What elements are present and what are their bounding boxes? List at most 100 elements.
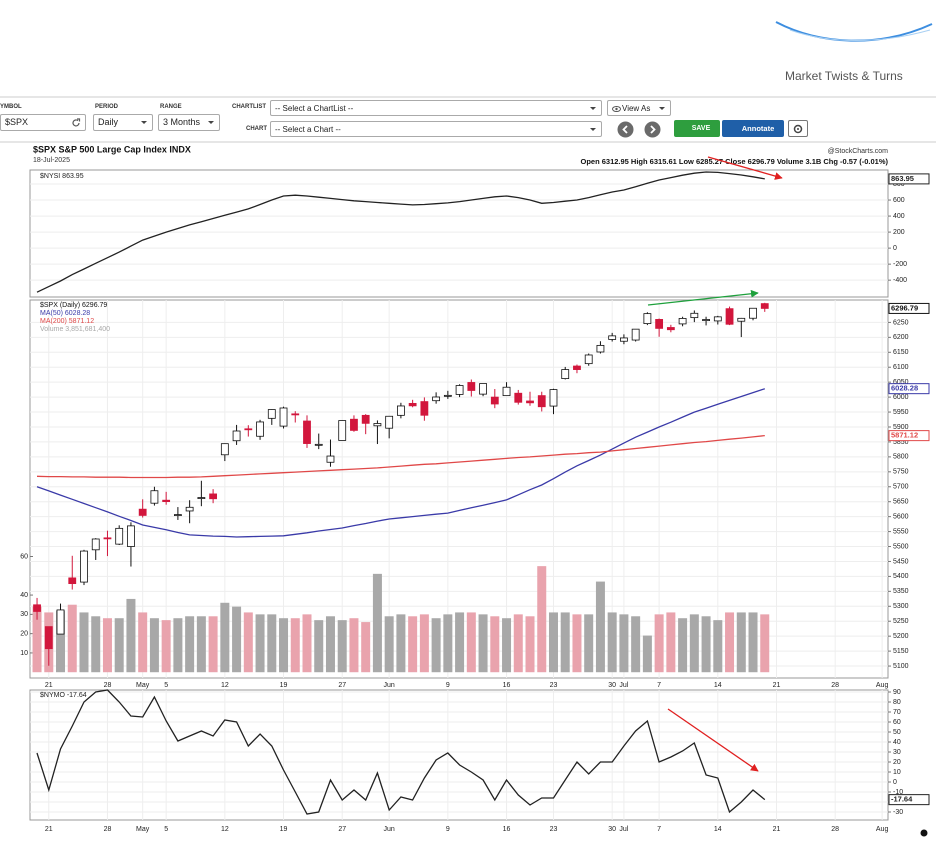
- y2-tick-label: 40: [20, 592, 28, 599]
- x-tick-label: 23: [550, 826, 558, 833]
- y-tick-label: 6200: [893, 334, 909, 341]
- x-tick-label: 21: [45, 682, 53, 689]
- y-tick-label: 0: [893, 245, 897, 252]
- volume-bar: [490, 616, 500, 673]
- volume-bar: [126, 598, 136, 673]
- candle-body: [655, 319, 664, 329]
- field-label: CHART: [246, 126, 267, 132]
- candle-body: [326, 455, 335, 463]
- next-button[interactable]: [644, 121, 661, 138]
- x-tick-label: 14: [714, 682, 722, 689]
- volume-bar: [689, 614, 699, 673]
- save-text: SAVE: [691, 125, 711, 132]
- y-tick-label: 80: [893, 699, 901, 706]
- candle-body: [432, 396, 441, 402]
- y-tick-label: 6150: [893, 349, 909, 356]
- period-select[interactable]: Daily: [93, 114, 153, 131]
- volume-bar: [114, 618, 124, 673]
- volume-bar: [537, 566, 547, 673]
- volume-bar: [196, 616, 206, 673]
- credit: @StockCharts.com: [828, 148, 889, 155]
- volume-bar: [513, 614, 523, 673]
- volume-bar: [701, 616, 711, 673]
- annotation-arrow: [707, 156, 783, 180]
- volume-bar: [384, 616, 394, 673]
- panel-frame: [29, 169, 889, 298]
- x-tick-label: Jun: [384, 682, 395, 689]
- candle-body: [666, 327, 675, 331]
- y-tick-label: 5450: [893, 558, 909, 565]
- x-tick-label: 28: [831, 682, 839, 689]
- volume-bar: [466, 612, 476, 673]
- x-tick-label: 28: [831, 826, 839, 833]
- volume-bar: [149, 618, 159, 673]
- volume-bar: [185, 616, 195, 673]
- volume-bar: [760, 614, 770, 673]
- x-tick-label: 30: [608, 682, 616, 689]
- y-tick-label: 5400: [893, 573, 909, 580]
- x-tick-label: 9: [446, 682, 450, 689]
- x-tick-label: 9: [446, 826, 450, 833]
- volume-bar: [255, 614, 265, 673]
- chart-select[interactable]: -- Select a Chart --: [270, 121, 602, 137]
- candle-body: [103, 537, 112, 540]
- candle-body: [490, 396, 499, 405]
- volume-bar: [396, 614, 406, 673]
- candle-body: [443, 394, 452, 397]
- candle-body: [314, 443, 323, 446]
- x-tick-label: 30: [608, 826, 616, 833]
- y-tick-label: 5800: [893, 454, 909, 461]
- symbol-input[interactable]: $SPX: [0, 114, 86, 131]
- candle-body: [150, 490, 159, 504]
- volume-bar: [302, 614, 312, 673]
- legend-entry: MA(200) 5871.12: [40, 318, 94, 325]
- candle-body: [385, 415, 394, 429]
- candle-body: [256, 421, 264, 437]
- brand: Market Twists & Turns: [785, 69, 903, 83]
- refresh-icon: [72, 118, 81, 127]
- volume-bar: [560, 612, 570, 673]
- candle-body: [514, 392, 523, 403]
- candle-body: [408, 402, 417, 407]
- candle-body: [338, 420, 347, 441]
- prev-button[interactable]: [617, 121, 634, 138]
- save-button[interactable]: SAVE: [674, 120, 720, 137]
- series-line: [36, 171, 765, 293]
- volume-bar: [349, 618, 359, 673]
- volume-bar: [102, 618, 112, 673]
- range-select[interactable]: 3 Months: [158, 114, 220, 131]
- last-value-label: -17.64: [891, 795, 913, 804]
- y2-tick-label: 60: [20, 553, 28, 560]
- candle-body: [713, 316, 722, 322]
- settings-button[interactable]: [788, 120, 808, 137]
- view-as-text: View As: [622, 104, 651, 113]
- volume-bar: [525, 616, 535, 673]
- volume-bar: [243, 612, 253, 673]
- volume-bar: [642, 635, 652, 673]
- chartlist-select[interactable]: -- Select a ChartList --: [270, 100, 602, 116]
- candle-body: [620, 337, 628, 342]
- volume-bar: [91, 616, 101, 673]
- legend-entry: $SPX (Daily) 6296.79: [40, 302, 107, 309]
- candle-body: [643, 313, 652, 325]
- volume-bar: [32, 606, 42, 673]
- candle-body: [56, 609, 65, 635]
- x-tick-label: 28: [104, 682, 112, 689]
- volume-bar: [619, 614, 629, 673]
- annotate-button[interactable]: Annotate: [722, 120, 784, 137]
- volume-bar: [138, 612, 148, 673]
- y-tick-label: 5550: [893, 528, 909, 535]
- y-tick-label: 5500: [893, 543, 909, 550]
- last-value-label: 863.95: [891, 174, 914, 183]
- series-line: [36, 434, 765, 479]
- y-tick-label: 5350: [893, 588, 909, 595]
- chartlist-text: -- Select a ChartList --: [275, 104, 354, 113]
- x-tick-label: 5: [164, 826, 168, 833]
- candle-body: [526, 400, 534, 404]
- y-tick-label: 5300: [893, 603, 909, 610]
- view-as-button[interactable]: View As: [607, 100, 671, 116]
- y-tick-label: 40: [893, 739, 901, 746]
- last-value-box: [888, 383, 930, 395]
- candle-body: [185, 506, 194, 512]
- x-tick-label: 14: [714, 826, 722, 833]
